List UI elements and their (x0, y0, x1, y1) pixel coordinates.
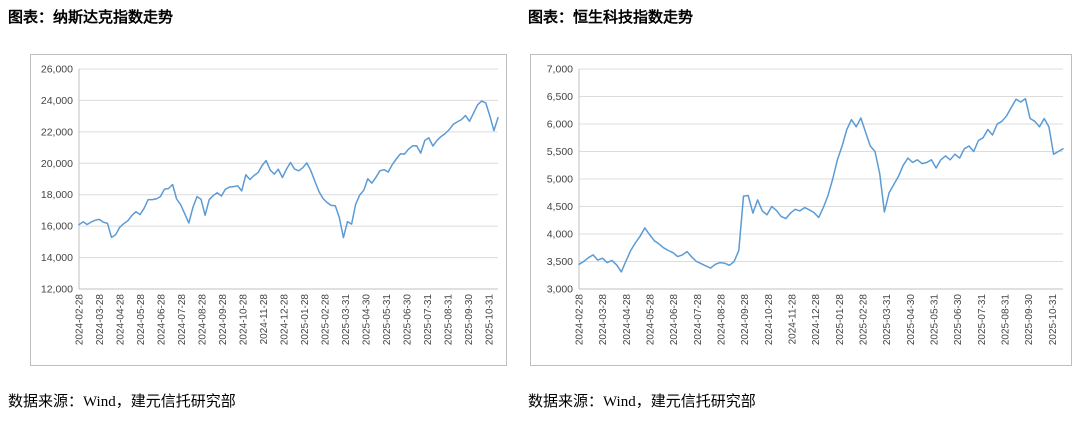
y-tick-label: 4,000 (547, 229, 573, 241)
x-tick-label: 2025-09-30 (464, 294, 475, 346)
y-tick-label: 12,000 (41, 284, 73, 296)
charts-row: 图表：纳斯达克指数走势 12,000 14,000 16,000 18,000 20,0… (8, 6, 1072, 366)
x-tick-label: 2024-03-28 (598, 294, 609, 346)
y-tick-label: 24,000 (41, 95, 73, 107)
x-tick-label: 2024-10-28 (238, 294, 249, 346)
y-tick-label: 20,000 (41, 158, 73, 170)
y-tick-label: 16,000 (41, 221, 73, 233)
source-note-nasdaq: 数据来源：Wind，建元信托研究部 (8, 394, 236, 410)
x-tick-label: 2024-10-28 (764, 294, 775, 346)
x-tick-label: 2025-01-28 (300, 294, 311, 346)
x-tick-label: 2024-04-28 (622, 294, 633, 346)
y-tick-label: 7,000 (547, 64, 573, 76)
x-tick-label: 2024-06-28 (157, 294, 168, 346)
x-tick-label: 2024-08-28 (197, 294, 208, 346)
hstech-chart-frame: 3,000 3,500 4,000 4,500 5,000 5,500 6,000 6,500… (530, 54, 1072, 366)
x-tick-label: 2025-07-31 (423, 294, 434, 346)
y-tick-label: 6,000 (547, 119, 573, 131)
x-tick-label: 2025-05-31 (930, 294, 941, 346)
x-tick-label: 2024-02-28 (575, 294, 586, 346)
x-tick-label: 2024-05-28 (646, 294, 657, 346)
x-tick-label: 2025-04-30 (906, 294, 917, 346)
y-tick-label: 5,000 (547, 174, 573, 186)
x-tick-label: 2025-02-28 (320, 294, 331, 346)
x-tick-label: 2024-02-28 (75, 294, 86, 346)
x-tick-label: 2025-05-31 (382, 294, 393, 346)
x-tick-label: 2025-07-31 (977, 294, 988, 346)
chart-title-hstech: 图表：恒生科技指数走势 (528, 9, 694, 26)
x-tick-label: 2025-03-31 (882, 294, 893, 346)
x-tick-label: 2025-08-31 (1001, 294, 1012, 346)
x-tick-label: 2025-09-30 (1024, 294, 1035, 346)
y-tick-label: 14,000 (41, 252, 73, 264)
x-tick-label: 2024-09-28 (218, 294, 229, 346)
y-tick-label: 18,000 (41, 189, 73, 201)
x-tick-label: 2024-05-28 (136, 294, 147, 346)
x-tick-label: 2024-12-28 (279, 294, 290, 346)
x-tick-label: 2025-10-31 (484, 294, 495, 346)
x-tick-label: 2024-04-28 (116, 294, 127, 346)
y-tick-label: 6,500 (547, 91, 573, 103)
y-tick-label: 4,500 (547, 201, 573, 213)
nasdaq-chart-canvas: 12,000 14,000 16,000 18,000 20,000 22,000 24,0… (41, 64, 499, 346)
series-line (78, 100, 499, 239)
chart-title-nasdaq: 图表：纳斯达克指数走势 (8, 9, 174, 26)
nasdaq-chart-section: 图表：纳斯达克指数走势 12,000 14,000 16,000 18,000 20,0… (8, 6, 507, 366)
x-tick-label: 2025-06-30 (402, 294, 413, 346)
x-tick-label: 2025-08-31 (443, 294, 454, 346)
y-tick-label: 22,000 (41, 126, 73, 138)
y-tick-label: 5,500 (547, 146, 573, 158)
y-tick-label: 26,000 (41, 64, 73, 76)
source-note-hstech: 数据来源：Wind，建元信托研究部 (528, 394, 756, 410)
x-tick-label: 2024-11-28 (788, 294, 799, 345)
x-tick-label: 2025-10-31 (1048, 294, 1059, 346)
x-tick-label: 2024-11-28 (259, 294, 270, 345)
nasdaq-chart-frame: 12,000 14,000 16,000 18,000 20,000 22,000 24,0… (30, 54, 507, 366)
hstech-chart-canvas: 3,000 3,500 4,000 4,500 5,000 5,500 6,000 6,500… (547, 64, 1064, 346)
x-tick-label: 2025-02-28 (859, 294, 870, 346)
x-tick-label: 2024-08-28 (717, 294, 728, 346)
series-line (578, 97, 1064, 273)
y-tick-label: 3,500 (547, 256, 573, 268)
hstech-chart-section: 图表：恒生科技指数走势 3,000 3,500 4,000 4,500 5,000 5,5… (528, 6, 1072, 366)
x-tick-label: 2024-06-28 (669, 294, 680, 346)
x-tick-label: 2024-07-28 (693, 294, 704, 346)
y-tick-label: 3,000 (547, 284, 573, 296)
x-tick-label: 2024-12-28 (811, 294, 822, 346)
x-tick-label: 2024-09-28 (740, 294, 751, 346)
x-tick-label: 2025-03-31 (341, 294, 352, 346)
x-tick-label: 2025-04-30 (361, 294, 372, 346)
x-tick-label: 2024-07-28 (177, 294, 188, 346)
x-tick-label: 2024-03-28 (95, 294, 106, 346)
sources-row: 数据来源：Wind，建元信托研究部 数据来源：Wind，建元信托研究部 (8, 392, 1072, 412)
x-tick-label: 2025-06-30 (953, 294, 964, 346)
x-tick-label: 2025-01-28 (835, 294, 846, 346)
